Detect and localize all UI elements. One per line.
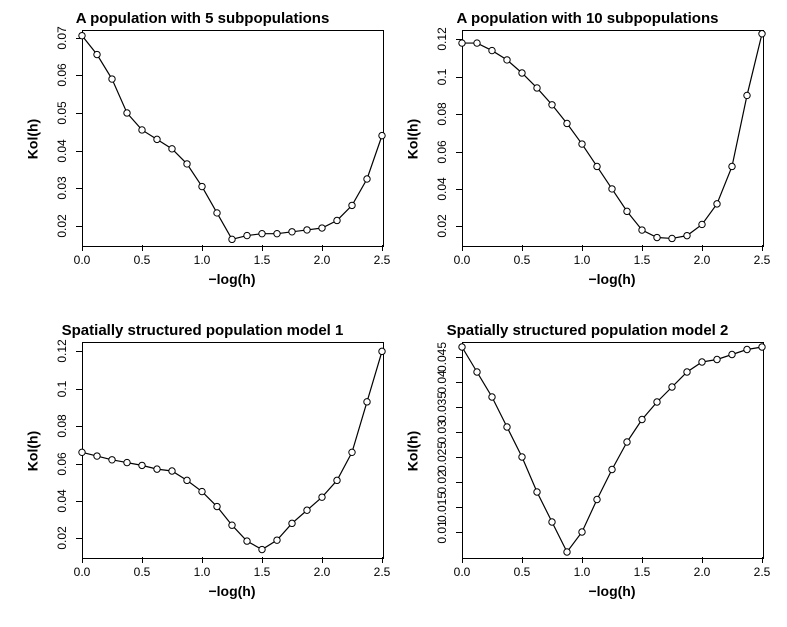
line: [462, 347, 762, 552]
marker: [684, 232, 690, 238]
marker: [274, 230, 280, 236]
marker: [744, 346, 750, 352]
marker: [729, 163, 735, 169]
marker: [169, 468, 175, 474]
marker: [669, 384, 675, 390]
marker: [79, 449, 85, 455]
marker: [624, 439, 630, 445]
marker: [609, 466, 615, 472]
marker: [579, 141, 585, 147]
marker: [519, 70, 525, 76]
marker: [594, 163, 600, 169]
marker: [379, 132, 385, 138]
marker: [364, 176, 370, 182]
marker: [459, 344, 465, 350]
marker: [349, 449, 355, 455]
marker: [109, 76, 115, 82]
marker: [639, 416, 645, 422]
panel-p1: A population with 5 subpopulations0.00.5…: [20, 10, 385, 300]
line: [82, 36, 382, 240]
marker: [564, 549, 570, 555]
marker: [669, 235, 675, 241]
marker: [319, 225, 325, 231]
marker: [489, 47, 495, 53]
marker: [199, 488, 205, 494]
marker: [139, 127, 145, 133]
marker: [334, 477, 340, 483]
marker: [654, 399, 660, 405]
marker: [714, 201, 720, 207]
marker: [94, 453, 100, 459]
marker: [79, 32, 85, 38]
marker: [364, 399, 370, 405]
marker: [94, 51, 100, 57]
marker: [154, 136, 160, 142]
panel-p2: A population with 10 subpopulations0.00.…: [400, 10, 775, 300]
marker: [534, 489, 540, 495]
marker: [729, 351, 735, 357]
marker: [579, 529, 585, 535]
figure: A population with 5 subpopulations0.00.5…: [0, 0, 787, 627]
marker: [564, 120, 570, 126]
marker: [229, 236, 235, 242]
marker: [624, 208, 630, 214]
series: [20, 322, 385, 612]
marker: [504, 424, 510, 430]
marker: [169, 146, 175, 152]
marker: [639, 227, 645, 233]
marker: [699, 359, 705, 365]
marker: [244, 232, 250, 238]
marker: [154, 466, 160, 472]
marker: [549, 102, 555, 108]
marker: [459, 40, 465, 46]
marker: [334, 217, 340, 223]
marker: [184, 477, 190, 483]
marker: [124, 110, 130, 116]
marker: [549, 519, 555, 525]
marker: [699, 221, 705, 227]
marker: [229, 522, 235, 528]
marker: [319, 494, 325, 500]
marker: [504, 57, 510, 63]
marker: [259, 546, 265, 552]
line: [82, 351, 382, 549]
marker: [489, 394, 495, 400]
panel-p4: Spatially structured population model 20…: [400, 322, 775, 612]
marker: [519, 454, 525, 460]
marker: [289, 520, 295, 526]
series: [400, 10, 775, 300]
panel-p3: Spatially structured population model 10…: [20, 322, 385, 612]
marker: [744, 92, 750, 98]
marker: [474, 40, 480, 46]
marker: [714, 356, 720, 362]
marker: [184, 161, 190, 167]
marker: [259, 230, 265, 236]
marker: [289, 229, 295, 235]
marker: [109, 457, 115, 463]
series: [20, 10, 385, 300]
marker: [474, 369, 480, 375]
marker: [214, 503, 220, 509]
marker: [379, 348, 385, 354]
line: [462, 34, 762, 239]
marker: [684, 369, 690, 375]
marker: [594, 496, 600, 502]
marker: [244, 538, 250, 544]
marker: [534, 85, 540, 91]
marker: [139, 462, 145, 468]
marker: [654, 234, 660, 240]
marker: [124, 459, 130, 465]
marker: [609, 186, 615, 192]
marker: [759, 344, 765, 350]
marker: [274, 537, 280, 543]
series: [400, 322, 775, 612]
marker: [349, 202, 355, 208]
marker: [759, 31, 765, 37]
marker: [199, 183, 205, 189]
marker: [304, 507, 310, 513]
marker: [304, 227, 310, 233]
marker: [214, 210, 220, 216]
